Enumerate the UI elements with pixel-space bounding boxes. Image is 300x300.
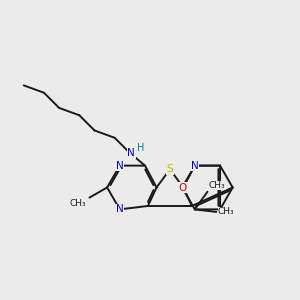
- Text: CH₃: CH₃: [209, 181, 226, 190]
- Text: CH₃: CH₃: [218, 207, 234, 216]
- Text: N: N: [128, 148, 135, 158]
- Text: N: N: [191, 160, 199, 171]
- Text: O: O: [178, 182, 186, 193]
- Text: N: N: [116, 204, 124, 214]
- Text: S: S: [167, 164, 173, 174]
- Text: CH₃: CH₃: [70, 199, 86, 208]
- Text: N: N: [116, 160, 124, 171]
- Text: H: H: [137, 142, 145, 153]
